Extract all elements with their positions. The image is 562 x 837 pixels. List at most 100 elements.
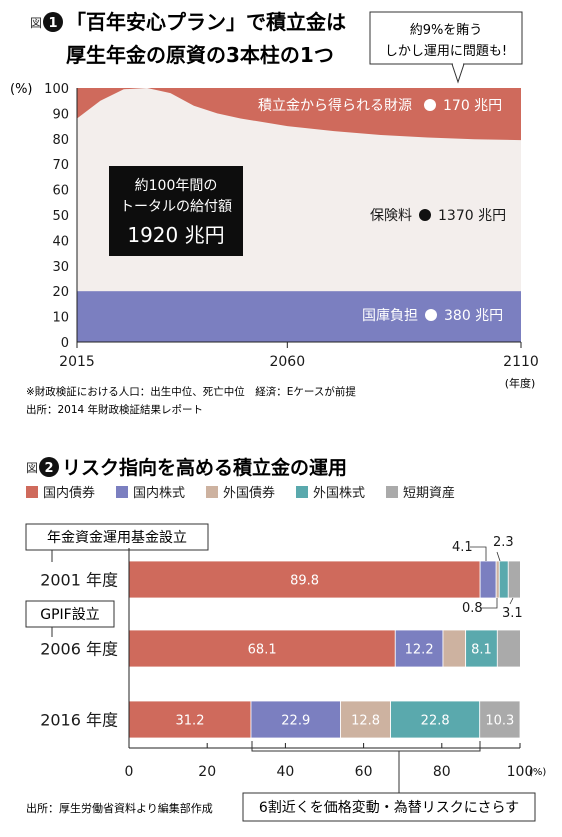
fig1-y-tick-label: 70 bbox=[52, 158, 69, 173]
fig1-series-treasury-amount: 380 兆円 bbox=[444, 308, 503, 324]
fig2-leader-line bbox=[496, 551, 501, 562]
fig2-category-label: 2016 年度 bbox=[40, 711, 118, 730]
fig1-x-tick-label: 2060 bbox=[269, 354, 305, 370]
fig1-y-tick-label: 50 bbox=[52, 209, 69, 224]
fig2-legend-item: 国内株式 bbox=[116, 485, 185, 501]
fig2-bar-segment bbox=[250, 700, 341, 739]
fig2-bracket-note-box: 6割近くを価格変動・為替リスクにさらす bbox=[242, 792, 536, 822]
fig2-title: リスク指向を高める積立金の運用 bbox=[62, 456, 347, 479]
fig1-callout-line2: しかし運用に問題も! bbox=[385, 44, 507, 59]
fig2-value-label-outside: 0.8 bbox=[462, 601, 483, 616]
fig2-bar-segment bbox=[442, 629, 467, 668]
fig2-value-label: 89.8 bbox=[290, 574, 319, 589]
fig2-number-badge bbox=[39, 457, 59, 477]
fig2-leader-line bbox=[509, 597, 514, 605]
fig1-total-value: 1920 兆円 bbox=[127, 223, 224, 247]
fig1-y-tick-label: 80 bbox=[52, 133, 69, 148]
fig2-value-label-outside: 3.1 bbox=[502, 606, 523, 621]
fig1-callout-line1: 約9%を賄う bbox=[410, 22, 483, 38]
fig1-area-treasury bbox=[77, 291, 521, 342]
fig2-legend-swatch bbox=[206, 486, 218, 498]
fig2-legend-swatch bbox=[386, 486, 398, 498]
fig1-y-tick-label: 0 bbox=[61, 336, 69, 351]
fig2-x-tick-label: 0 bbox=[125, 764, 134, 780]
fig1-series-treasury-dot bbox=[425, 309, 437, 321]
fig2-bar-segment bbox=[479, 700, 521, 739]
fig2-legend-label: 外国債券 bbox=[223, 485, 275, 501]
fig1-plot-area bbox=[77, 88, 521, 342]
fig2-value-label: 22.9 bbox=[281, 714, 310, 729]
fig1-y-tick-label: 60 bbox=[52, 184, 69, 199]
fig2-bar-segment bbox=[465, 629, 498, 668]
fig2-x-tick-label: 40 bbox=[276, 764, 294, 780]
fig2-value-label: 68.1 bbox=[248, 643, 277, 658]
fig2-x-tick-label: 80 bbox=[433, 764, 451, 780]
fig2-legend-item: 短期資産 bbox=[386, 485, 455, 501]
fig2-legend-item: 外国債券 bbox=[206, 485, 275, 501]
fig1-y-tick-label: 10 bbox=[52, 311, 69, 326]
fig2-event-2: GPIF設立 bbox=[25, 600, 115, 637]
fig1-y-unit: (%) bbox=[10, 82, 33, 97]
fig1-callout: 約9%を賄う しかし運用に問題も! bbox=[369, 11, 523, 84]
fig2-value-label: 31.2 bbox=[176, 714, 205, 729]
fig1-series-reserve-amount: 170 兆円 bbox=[443, 98, 502, 114]
fig2-bar-segment bbox=[507, 560, 521, 599]
fig2-leader-line bbox=[480, 598, 498, 609]
fig2-x-unit: (%) bbox=[529, 767, 546, 778]
fig2-legend-label: 短期資産 bbox=[403, 485, 455, 501]
fig2-value-label: 12.2 bbox=[405, 643, 434, 658]
fig1-y-tick-label: 40 bbox=[52, 234, 69, 249]
fig1-x-axis: 2015 2060 2110 bbox=[59, 341, 539, 370]
fig1-y-axis: 0 10 20 30 40 50 60 70 80 90 100 bbox=[44, 82, 78, 351]
fig1-area-reserve bbox=[77, 88, 521, 141]
fig2-plot-area: 2001 年度 89.8 4.1 2.3 0.8 3.1 2006 年度 68.1 12.2 8.… bbox=[40, 535, 523, 739]
fig2-x-tick-label: 60 bbox=[355, 764, 373, 780]
fig2-bar-segment bbox=[498, 560, 509, 599]
fig2-legend-item: 外国株式 bbox=[296, 486, 365, 501]
fig2-legend-label: 国内債券 bbox=[43, 485, 95, 501]
fig1-y-tick-label: 90 bbox=[52, 107, 69, 122]
fig2-legend: 国内債券 国内株式 外国債券 外国株式 短期資産 bbox=[26, 485, 455, 501]
fig1-series-reserve-label: 積立金から得られる財源 bbox=[258, 97, 412, 114]
fig2-number: 2 bbox=[44, 461, 53, 476]
fig2-legend-label: 国内株式 bbox=[133, 485, 185, 501]
fig1-total-line1: 約100年間の bbox=[135, 178, 218, 194]
fig2-legend-item: 国内債券 bbox=[26, 485, 95, 501]
fig2-bar-segment bbox=[340, 700, 391, 739]
fig1-y-tick-label: 30 bbox=[52, 260, 69, 275]
fig1-label: 図 bbox=[30, 16, 42, 30]
fig2-bar-segment bbox=[479, 560, 497, 599]
fig2-x-axis: 0 20 40 60 80 100 bbox=[125, 548, 534, 780]
fig2-category-label: 2001 年度 bbox=[40, 571, 118, 590]
fig1-series-reserve-dot bbox=[424, 99, 436, 111]
fig2-bracket bbox=[251, 741, 481, 793]
fig2-event-1-label: 年金資金運用基金設立 bbox=[47, 529, 187, 546]
fig2-legend-swatch bbox=[116, 486, 128, 498]
fig1-x-tick-label: 2110 bbox=[503, 354, 539, 370]
fig2-value-label: 8.1 bbox=[471, 643, 492, 658]
fig1-total-box: 約100年間の トータルの給付額 1920 兆円 bbox=[109, 166, 243, 256]
fig2-x-tick-label: 100 bbox=[507, 764, 534, 780]
fig2-bar-segment bbox=[128, 700, 252, 739]
fig1-x-unit: (年度) bbox=[505, 376, 536, 390]
fig2-bar-segment bbox=[394, 629, 444, 668]
fig2-event-2-label: GPIF設立 bbox=[40, 607, 99, 623]
fig2-legend-label: 外国株式 bbox=[313, 486, 365, 501]
fig2-event-1: 年金資金運用基金設立 bbox=[25, 523, 209, 562]
fig2-bar-segment bbox=[495, 560, 500, 599]
fig1-series-treasury-label: 国庫負担 bbox=[362, 307, 418, 324]
fig2-value-label-outside: 2.3 bbox=[493, 535, 514, 550]
fig1-x-tick-label: 2015 bbox=[59, 354, 95, 370]
fig1-title-line1: 「百年安心プラン」で積立金は bbox=[66, 10, 346, 34]
fig2-legend-swatch bbox=[26, 486, 38, 498]
fig2-value-label: 10.3 bbox=[485, 714, 514, 729]
fig2-value-label-outside: 4.1 bbox=[452, 540, 473, 555]
fig1-number-badge bbox=[43, 12, 63, 32]
fig1-series-premium-amount: 1370 兆円 bbox=[438, 208, 506, 224]
fig1-y-tick-label: 20 bbox=[52, 285, 69, 300]
fig1-series-premium-label: 保険料 bbox=[370, 208, 412, 224]
fig1-title-line2: 厚生年金の原資の3本柱の1つ bbox=[66, 43, 334, 67]
fig2-value-label: 12.8 bbox=[351, 714, 380, 729]
fig2-value-label: 22.8 bbox=[421, 714, 450, 729]
